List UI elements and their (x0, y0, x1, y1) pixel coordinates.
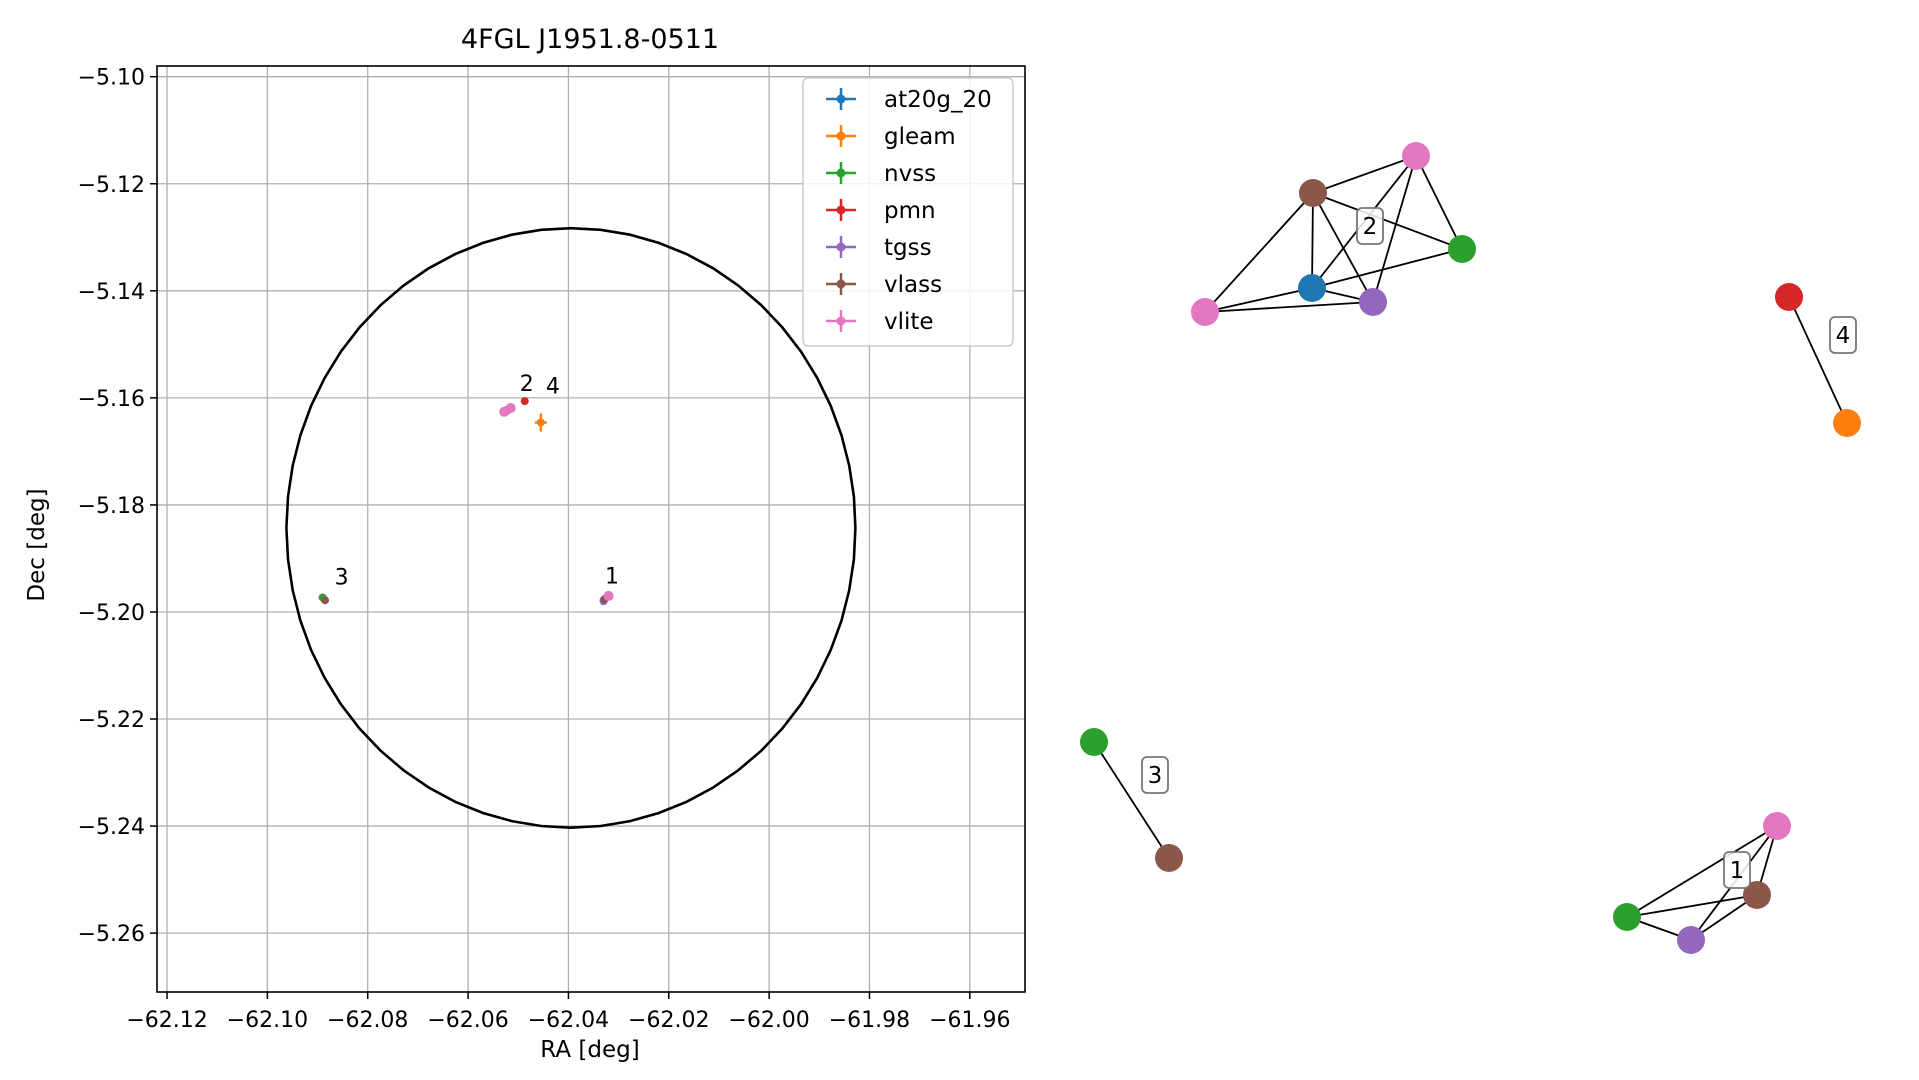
point-gleam (534, 413, 547, 432)
x-tick-label: −62.08 (327, 1008, 408, 1033)
network-label-4: 4 (1829, 316, 1857, 354)
x-ticks: −62.12 −62.10 −62.08 −62.06 −62.04 −62.02 −62.… (126, 992, 1011, 1033)
network-edge (1311, 192, 1314, 289)
network-edge (1372, 155, 1417, 303)
legend-label-gleam: gleam (884, 124, 956, 150)
group-label-1: 1 (605, 565, 619, 590)
y-tick-label: −5.18 (78, 494, 145, 519)
network-node-tgss (1359, 288, 1387, 316)
network-label-3: 3 (1141, 756, 1169, 794)
y-tick-label: −5.24 (78, 815, 145, 840)
network-panel: 2 4 3 1 (1080, 142, 1861, 954)
network-edge (1311, 248, 1463, 289)
legend-item-nvss: nvss (826, 161, 936, 187)
network-node-nvss (1080, 728, 1108, 756)
y-tick-label: −5.12 (78, 173, 145, 198)
legend-item-vlass: vlass (826, 272, 942, 298)
network-edge (1312, 155, 1417, 194)
network-edge (1788, 296, 1848, 424)
network-edge (1093, 741, 1170, 859)
svg-text:4: 4 (1836, 323, 1851, 349)
network-node-nvss (1613, 903, 1641, 931)
network-node-tgss (1677, 926, 1705, 954)
x-tick-label: −62.12 (126, 1008, 207, 1033)
group-label-4: 4 (546, 375, 560, 400)
network-edge (1204, 287, 1313, 313)
sky-scatter-panel: 1 2 3 4 −62.12 −62.10 −62.08 −62.06 −62.04 −62.0… (24, 24, 1026, 1063)
x-tick-label: −62.04 (528, 1008, 609, 1033)
network-edge (1415, 155, 1463, 250)
x-axis-label: RA [deg] (540, 1037, 639, 1063)
group-label-2: 2 (520, 372, 534, 397)
network-label-2: 2 (1356, 207, 1384, 245)
legend-label-pmn: pmn (884, 198, 936, 224)
network-node-gleam (1833, 409, 1861, 437)
svg-text:2: 2 (1363, 214, 1378, 240)
legend-label-tgss: tgss (884, 235, 932, 261)
network-edges (1093, 155, 1848, 941)
y-tick-label: −5.22 (78, 708, 145, 733)
y-tick-label: −5.14 (78, 280, 145, 305)
network-nodes (1080, 142, 1861, 954)
network-edge (1312, 192, 1374, 303)
network-node-vlass (1299, 179, 1327, 207)
network-node-vlass (1743, 881, 1771, 909)
network-label-1: 1 (1723, 851, 1751, 889)
network-node-nvss (1448, 235, 1476, 263)
legend-label-nvss: nvss (884, 161, 936, 187)
legend-label-vlass: vlass (884, 272, 942, 298)
y-ticks: −5.10 −5.12 −5.14 −5.16 −5.18 −5.20 −5.22 −5.24… (78, 66, 157, 947)
point-vlite (505, 403, 516, 414)
legend-box (802, 77, 1014, 347)
y-tick-label: −5.10 (78, 66, 145, 91)
x-tick-label: −62.06 (427, 1008, 508, 1033)
x-tick-label: −61.96 (929, 1008, 1010, 1033)
axes-frame (156, 65, 1026, 993)
data-points (318, 397, 614, 606)
x-tick-label: −62.10 (227, 1008, 308, 1033)
network-edge (1204, 192, 1314, 313)
legend-item-pmn: pmn (826, 198, 936, 224)
legend-item-at20g_20: at20g_20 (826, 87, 992, 113)
point-pmn (520, 397, 529, 406)
network-node-pmn (1775, 283, 1803, 311)
x-tick-label: −62.00 (728, 1008, 809, 1033)
x-tick-label: −62.02 (628, 1008, 709, 1033)
legend-item-gleam: gleam (826, 124, 956, 150)
network-edge (1626, 825, 1778, 918)
network-node-vlass (1155, 844, 1183, 872)
chart-title: 4FGL J1951.8-0511 (461, 24, 719, 55)
network-node-vlite (1191, 298, 1219, 326)
fov-circle (285, 226, 857, 830)
point-vlass (321, 596, 330, 605)
group-label-3: 3 (335, 566, 349, 591)
network-node-vlite (1402, 142, 1430, 170)
network-group-labels: 2 4 3 1 (1141, 207, 1857, 889)
legend-label-at20g_20: at20g_20 (884, 87, 992, 113)
legend-item-vlite: vlite (826, 309, 934, 335)
x-tick-label: −61.98 (829, 1008, 910, 1033)
network-node-at20g_20 (1298, 274, 1326, 302)
y-tick-label: −5.26 (78, 922, 145, 947)
network-edge (1312, 192, 1463, 250)
y-tick-label: −5.16 (78, 387, 145, 412)
legend-item-tgss: tgss (826, 235, 932, 261)
network-edge (1204, 301, 1374, 313)
group-labels: 1 2 3 4 (335, 372, 619, 591)
svg-text:1: 1 (1730, 858, 1745, 884)
point-vlite (603, 590, 614, 601)
svg-text:3: 3 (1148, 763, 1163, 789)
legend-label-vlite: vlite (884, 309, 934, 335)
y-tick-label: −5.20 (78, 601, 145, 626)
network-edge (1626, 894, 1758, 918)
y-axis-label: Dec [deg] (24, 488, 50, 601)
network-node-vlite (1763, 812, 1791, 840)
